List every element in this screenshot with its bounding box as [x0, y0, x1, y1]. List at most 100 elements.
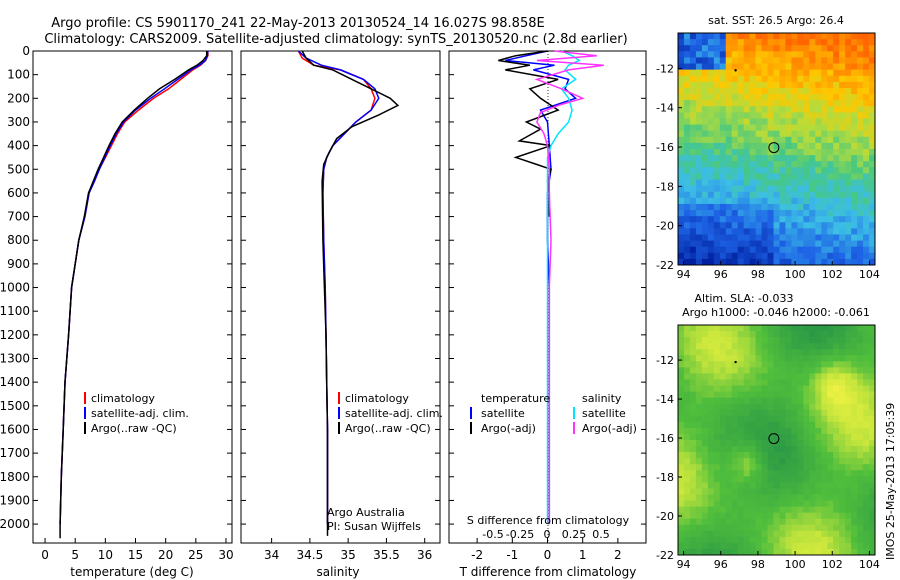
heatmap-cell	[755, 361, 762, 368]
heatmap-cell	[761, 421, 768, 429]
heatmap-cell	[678, 536, 685, 544]
heatmap-cell	[779, 512, 786, 520]
heatmap-cell	[845, 427, 852, 435]
heatmap-cell	[863, 161, 870, 168]
heatmap-cell	[797, 191, 804, 199]
heatmap-cell	[725, 373, 733, 380]
heatmap-cell	[833, 524, 840, 532]
heatmap-cell	[719, 149, 727, 156]
heatmap-cell	[869, 361, 876, 368]
heatmap-cell	[678, 75, 685, 83]
heatmap-cell	[707, 458, 715, 465]
heatmap-cell	[869, 512, 876, 520]
heatmap-cell	[713, 203, 721, 211]
heatmap-cell	[678, 142, 685, 150]
heatmap-cell	[839, 518, 846, 526]
heatmap-cell	[815, 337, 822, 344]
heatmap-cell	[689, 149, 697, 156]
heatmap-cell	[839, 118, 846, 125]
heatmap-cell	[761, 124, 768, 132]
heatmap-cell	[767, 373, 774, 380]
heatmap-cell	[779, 536, 786, 544]
heatmap-cell	[755, 118, 762, 125]
heatmap-cell	[863, 124, 870, 132]
heatmap-cell	[725, 155, 733, 162]
heatmap-cell	[689, 415, 697, 423]
heatmap-cell	[869, 124, 876, 132]
heatmap-cell	[695, 179, 703, 187]
heatmap-cell	[785, 421, 792, 429]
heatmap-cell	[743, 433, 751, 441]
heatmap-cell	[809, 337, 816, 344]
heatmap-cell	[857, 337, 864, 344]
heatmap-cell	[731, 415, 739, 423]
heatmap-cell	[767, 142, 774, 150]
heatmap-cell	[689, 130, 697, 138]
heatmap-cell	[701, 373, 709, 380]
heatmap-cell	[785, 94, 792, 101]
heatmap-cell	[845, 355, 852, 362]
sst-map-panel: sat. SST: 26.5 Argo: 26.4 94 96 98 100 102 10…	[656, 14, 880, 281]
heatmap-cell	[869, 142, 876, 150]
heatmap-cell	[779, 87, 786, 95]
heatmap-cell	[755, 75, 762, 83]
heatmap-cell	[755, 51, 762, 58]
heatmap-cell	[773, 197, 780, 205]
x-tick-label: 104	[859, 268, 880, 281]
heatmap-cell	[863, 246, 870, 254]
heatmap-cell	[761, 488, 768, 495]
heatmap-cell	[857, 512, 864, 520]
heatmap-cell	[815, 69, 822, 77]
heatmap-cell	[803, 440, 810, 447]
heatmap-cell	[725, 421, 733, 429]
heatmap-cell	[863, 106, 870, 113]
heatmap-cell	[695, 75, 703, 83]
heatmap-cell	[689, 391, 697, 399]
heatmap-cell	[689, 155, 697, 162]
heatmap-cell	[719, 69, 727, 77]
heatmap-cell	[869, 476, 876, 483]
heatmap-cell	[761, 355, 768, 362]
heatmap-cell	[773, 476, 780, 483]
heatmap-cell	[839, 500, 846, 507]
legend-group-title: temperature	[481, 392, 550, 405]
heatmap-cell	[767, 464, 774, 471]
heatmap-cell	[725, 349, 733, 356]
heatmap-cell	[797, 197, 804, 205]
heatmap-cell	[797, 258, 804, 266]
heatmap-cell	[731, 173, 739, 180]
heatmap-cell	[737, 57, 745, 64]
heatmap-cell	[833, 87, 840, 95]
argo-location-marker	[734, 360, 780, 445]
heatmap-cell	[779, 548, 786, 556]
heatmap-cell	[678, 548, 685, 556]
heatmap-cell	[749, 118, 757, 125]
heatmap-cell	[797, 118, 804, 125]
heatmap-cell	[833, 228, 840, 235]
heatmap-cell	[863, 112, 870, 119]
heatmap-cell	[713, 446, 721, 453]
heatmap-cell	[863, 361, 870, 368]
heatmap-cell	[815, 464, 822, 471]
heatmap-cell	[809, 506, 816, 514]
heatmap-cell	[737, 142, 745, 150]
heatmap-cell	[851, 391, 858, 399]
heatmap-cell	[755, 69, 762, 77]
heatmap-cell	[749, 331, 757, 338]
heatmap-cell	[827, 494, 834, 501]
heatmap-cell	[695, 39, 703, 46]
heatmap-cell	[791, 167, 798, 174]
heatmap-cell	[857, 203, 864, 211]
x-tick-label: 100	[785, 268, 806, 281]
heatmap-cell	[785, 361, 792, 368]
heatmap-cell	[713, 452, 721, 459]
heatmap-cell	[839, 482, 846, 489]
heatmap-cell	[815, 87, 822, 95]
heatmap-cell	[713, 524, 721, 532]
heatmap-cell	[737, 452, 745, 459]
heatmap-cell	[815, 185, 822, 193]
heatmap-cell	[761, 130, 768, 138]
heatmap-cell	[839, 349, 846, 356]
heatmap-cell	[713, 421, 721, 429]
heatmap-cell	[869, 149, 876, 156]
